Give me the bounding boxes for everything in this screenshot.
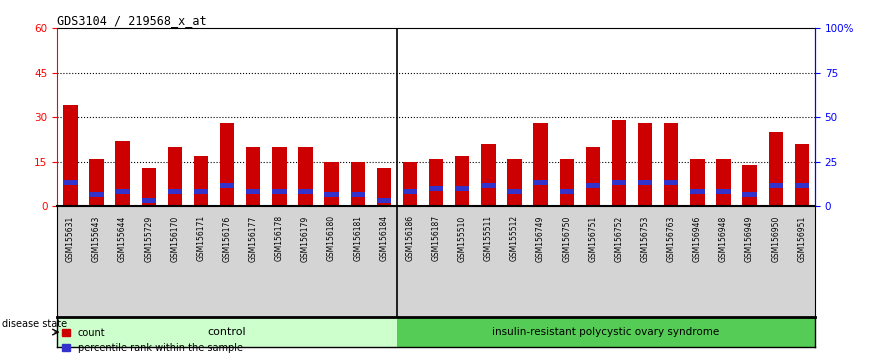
Bar (89, 159, 104, 206)
Text: GSM155644: GSM155644 (118, 215, 127, 262)
Bar (63, 181, 78, 185)
Text: GSM156752: GSM156752 (614, 215, 624, 262)
Bar (272, 189, 286, 194)
Bar (743, 165, 757, 206)
Bar (142, 168, 156, 206)
Bar (220, 183, 234, 188)
Bar (377, 198, 391, 203)
Text: GSM156753: GSM156753 (640, 215, 649, 262)
Bar (63, 105, 78, 206)
Bar (455, 187, 470, 191)
Text: GSM156750: GSM156750 (562, 215, 571, 262)
Text: GSM156170: GSM156170 (170, 215, 180, 262)
Bar (429, 187, 443, 191)
Bar (324, 162, 339, 206)
Text: GSM156951: GSM156951 (797, 215, 806, 262)
Bar (768, 132, 783, 206)
Bar (586, 147, 600, 206)
Bar (481, 183, 495, 188)
Bar (194, 156, 208, 206)
Bar (664, 123, 678, 206)
Bar (559, 189, 574, 194)
Bar (403, 189, 418, 194)
Text: GSM156180: GSM156180 (327, 215, 336, 261)
Bar (611, 181, 626, 185)
Bar (559, 159, 574, 206)
Bar (167, 189, 182, 194)
Text: GSM155729: GSM155729 (144, 215, 153, 262)
Bar (455, 156, 470, 206)
Bar (611, 120, 626, 206)
Bar (795, 183, 809, 188)
Bar (89, 192, 104, 197)
Text: GSM156186: GSM156186 (405, 215, 414, 261)
Text: GSM156184: GSM156184 (380, 215, 389, 261)
Text: GSM155631: GSM155631 (66, 215, 75, 262)
Bar (194, 189, 208, 194)
Bar (716, 189, 730, 194)
Text: GSM156177: GSM156177 (248, 215, 258, 262)
Bar (533, 181, 548, 185)
Text: GSM156950: GSM156950 (771, 215, 781, 262)
Text: GSM156749: GSM156749 (537, 215, 545, 262)
Bar (481, 144, 495, 206)
Text: GSM156178: GSM156178 (275, 215, 284, 261)
Bar (220, 123, 234, 206)
Bar (167, 147, 182, 206)
Text: GSM156179: GSM156179 (301, 215, 310, 262)
Bar (57, 317, 397, 347)
Bar (743, 192, 757, 197)
Text: GDS3104 / 219568_x_at: GDS3104 / 219568_x_at (57, 14, 207, 27)
Bar (533, 123, 548, 206)
Bar (272, 147, 286, 206)
Text: GSM156176: GSM156176 (223, 215, 232, 262)
Bar (795, 144, 809, 206)
Text: GSM156949: GSM156949 (745, 215, 754, 262)
Text: disease state: disease state (2, 319, 67, 329)
Bar (299, 189, 313, 194)
Bar (507, 159, 522, 206)
Text: GSM156181: GSM156181 (353, 215, 362, 261)
Bar (351, 162, 365, 206)
Legend: count, percentile rank within the sample: count, percentile rank within the sample (63, 328, 242, 353)
Bar (586, 183, 600, 188)
Bar (246, 147, 261, 206)
Text: GSM156946: GSM156946 (692, 215, 702, 262)
Bar (638, 123, 652, 206)
Bar (429, 159, 443, 206)
Bar (403, 162, 418, 206)
Text: GSM155510: GSM155510 (458, 215, 467, 262)
Bar (768, 183, 783, 188)
Text: GSM156187: GSM156187 (432, 215, 440, 261)
Text: GSM156763: GSM156763 (667, 215, 676, 262)
Bar (638, 181, 652, 185)
Bar (507, 189, 522, 194)
Bar (351, 192, 365, 197)
Bar (690, 159, 705, 206)
Text: GSM155511: GSM155511 (484, 215, 492, 261)
Bar (115, 141, 130, 206)
Text: control: control (208, 327, 247, 337)
Text: insulin-resistant polycystic ovary syndrome: insulin-resistant polycystic ovary syndr… (492, 327, 720, 337)
Bar (397, 317, 815, 347)
Text: GSM156171: GSM156171 (196, 215, 205, 261)
Text: GSM156751: GSM156751 (589, 215, 597, 262)
Bar (299, 147, 313, 206)
Bar (246, 189, 261, 194)
Bar (324, 192, 339, 197)
Bar (690, 189, 705, 194)
Text: GSM155512: GSM155512 (510, 215, 519, 261)
Bar (716, 159, 730, 206)
Text: GSM156948: GSM156948 (719, 215, 728, 262)
Bar (664, 181, 678, 185)
Bar (115, 189, 130, 194)
Bar (142, 198, 156, 203)
Bar (377, 168, 391, 206)
Text: GSM155643: GSM155643 (92, 215, 101, 262)
